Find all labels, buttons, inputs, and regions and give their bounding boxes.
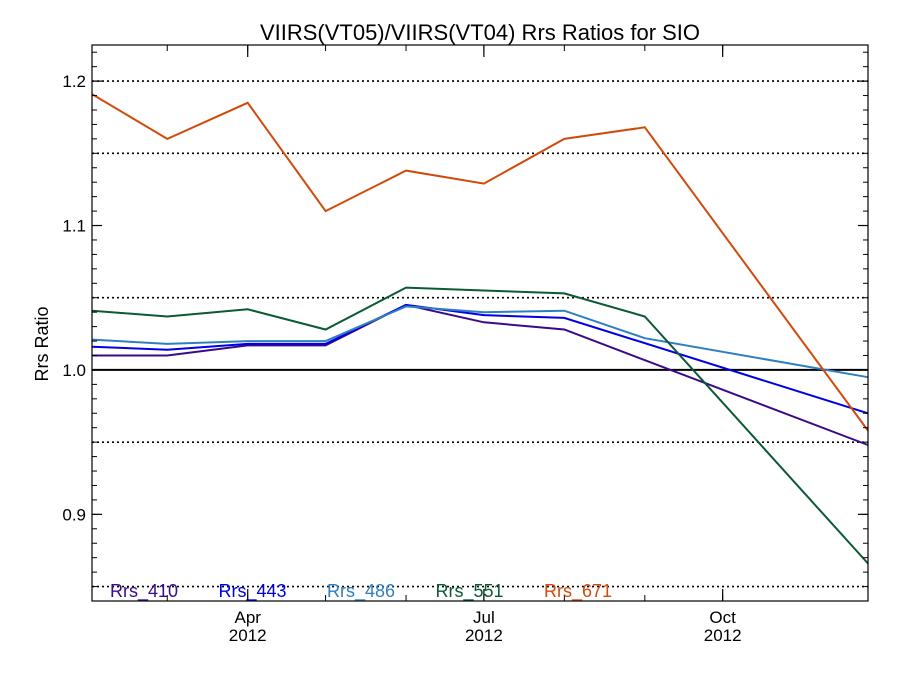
series-lines <box>91 93 869 565</box>
series-line-rrs-486 <box>91 305 869 379</box>
x-tick-year-label: 2012 <box>465 626 503 645</box>
legend-entry: Rrs_443 <box>219 581 287 602</box>
legend-entry: Rrs_551 <box>436 581 504 602</box>
plot-frame <box>91 44 869 602</box>
series-line-rrs-410 <box>92 303 869 446</box>
x-tick-year-label: 2012 <box>704 626 742 645</box>
y-tick-label: 1.1 <box>62 217 86 236</box>
legend: Rrs_410 Rrs_443 Rrs_486 Rrs_551 Rrs_671 <box>110 581 612 602</box>
series-line-rrs-671 <box>91 93 869 432</box>
y-tick-label: 1.0 <box>62 361 86 380</box>
x-tick-month-label: Oct <box>709 608 736 627</box>
legend-entry: Rrs_410 <box>110 581 178 602</box>
gridlines <box>92 80 868 588</box>
x-tick-year-label: 2012 <box>229 626 267 645</box>
y-tick-label: 1.2 <box>62 72 86 91</box>
x-tick-month-label: Jul <box>473 608 495 627</box>
y-axis-label: Rrs Ratio <box>32 306 52 381</box>
legend-entry: Rrs_486 <box>327 581 395 602</box>
x-tick-month-label: Apr <box>234 608 261 627</box>
legend-entry: Rrs_671 <box>544 581 612 602</box>
y-tick-label: 0.9 <box>62 505 86 524</box>
series-line-rrs-551 <box>91 286 869 565</box>
chart-title: VIIRS(VT05)/VIIRS(VT04) Rrs Ratios for S… <box>260 20 700 45</box>
